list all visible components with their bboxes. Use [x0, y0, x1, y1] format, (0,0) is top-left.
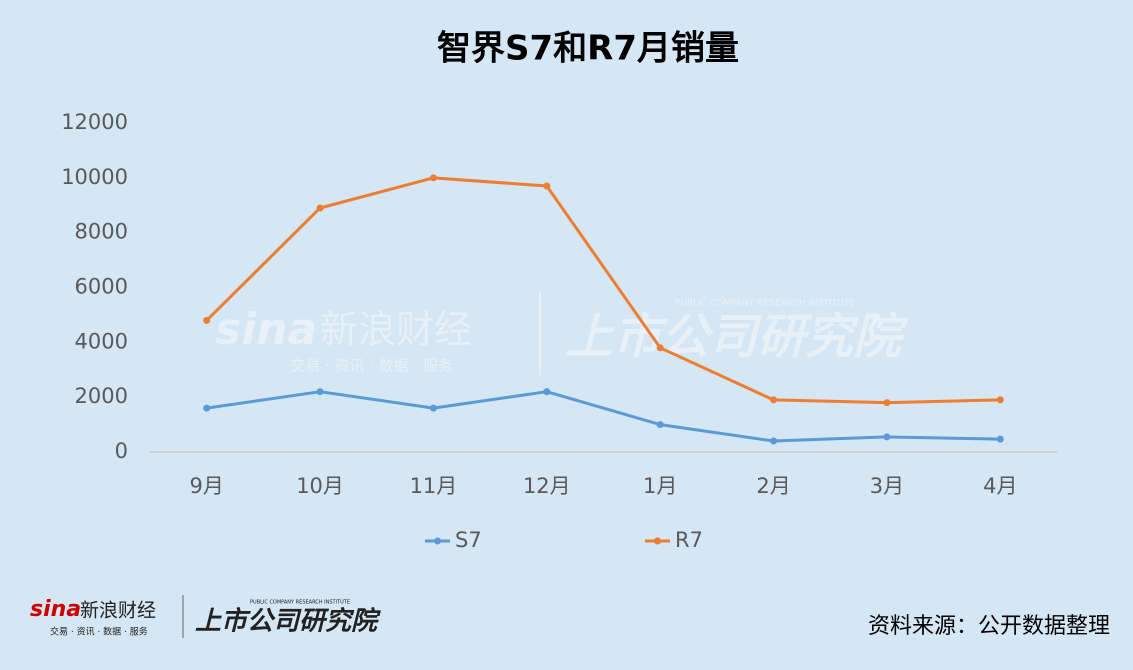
- logo-institute: 上市公司研究院: [195, 607, 381, 637]
- series-line: [206, 390, 1001, 443]
- legend-marker: [654, 537, 661, 545]
- data-point: [656, 421, 664, 429]
- x-tick-label: 9月: [190, 474, 224, 498]
- data-point: [883, 399, 891, 407]
- data-point: [316, 388, 324, 396]
- logo-institute-en: PUBLIC COMPANY RESEARCH INSTITUTE: [250, 600, 350, 606]
- data-point: [996, 396, 1004, 404]
- legend-marker: [434, 537, 441, 545]
- y-tick-label: 4000: [75, 329, 128, 353]
- x-tick-label: 4月: [983, 474, 1017, 498]
- watermark-institute: 上市公司研究院: [565, 309, 909, 365]
- source-note: 资料来源：公开数据整理: [868, 614, 1110, 639]
- x-tick-label: 3月: [870, 474, 904, 498]
- y-tick-label: 12000: [61, 110, 128, 134]
- watermark-sina: sina: [215, 304, 317, 355]
- data-point: [316, 204, 324, 212]
- watermark-sina-name: 新浪财经: [320, 308, 472, 352]
- x-tick-label: 11月: [410, 474, 458, 498]
- data-point: [543, 388, 551, 396]
- y-tick-label: 6000: [75, 275, 128, 299]
- data-point: [203, 404, 211, 412]
- x-tick-label: 2月: [756, 474, 790, 498]
- data-point: [770, 437, 778, 445]
- data-point: [656, 344, 664, 352]
- series-line: [205, 176, 1001, 405]
- data-point: [429, 404, 437, 412]
- footer-logo: sina 新浪财经 交易 · 资讯 · 数据 · 服务 PUBLIC COMPA…: [30, 595, 381, 638]
- watermark: sina 新浪财经 交易 · 资讯 · 数据 · 服务 PUBLIC COMPA…: [215, 292, 909, 375]
- y-tick-label: 0: [115, 439, 128, 463]
- y-tick-label: 10000: [61, 165, 128, 189]
- data-point: [543, 182, 551, 190]
- x-tick-label: 10月: [296, 474, 344, 498]
- data-point: [883, 433, 891, 441]
- logo-tagline: 交易 · 资讯 · 数据 · 服务: [50, 626, 148, 638]
- legend-label: R7: [675, 528, 703, 552]
- data-point: [203, 316, 211, 324]
- logo-sina-name: 新浪财经: [80, 600, 156, 622]
- x-tick-label: 12月: [523, 474, 571, 498]
- data-point: [996, 435, 1004, 443]
- watermark-institute-en: PUBLIC COMPANY RESEARCH INSTITUTE: [675, 299, 855, 309]
- x-tick-label: 1月: [643, 474, 677, 498]
- y-tick-label: 8000: [75, 220, 128, 244]
- legend-label: S7: [455, 528, 482, 552]
- data-point: [770, 396, 778, 404]
- chart-title: 智界S7和R7月销量: [437, 29, 739, 69]
- data-point: [429, 174, 437, 182]
- y-tick-label: 2000: [75, 384, 128, 408]
- logo-sina: sina: [30, 597, 81, 622]
- watermark-tagline: 交易 · 资讯 · 数据 · 服务: [290, 357, 453, 375]
